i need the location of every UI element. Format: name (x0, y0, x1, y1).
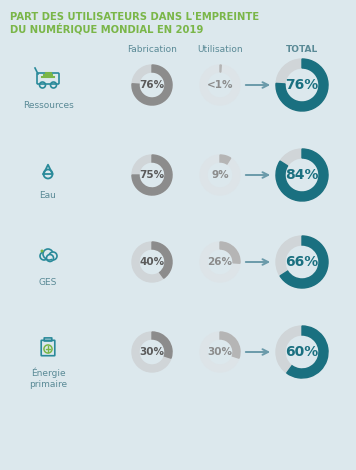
Wedge shape (132, 65, 172, 105)
Text: 76%: 76% (140, 80, 164, 90)
Wedge shape (276, 149, 328, 201)
Wedge shape (276, 326, 328, 378)
Wedge shape (276, 236, 328, 288)
Text: 40%: 40% (140, 257, 164, 267)
Wedge shape (200, 332, 240, 372)
Text: 9%: 9% (211, 170, 229, 180)
Text: Énergie
primaire: Énergie primaire (29, 368, 67, 389)
Wedge shape (132, 65, 172, 105)
Wedge shape (200, 242, 240, 282)
Wedge shape (276, 59, 328, 111)
Text: 76%: 76% (286, 78, 319, 92)
Wedge shape (280, 236, 328, 288)
Wedge shape (200, 65, 240, 105)
Text: 75%: 75% (140, 170, 164, 180)
Wedge shape (152, 332, 172, 358)
Wedge shape (132, 242, 172, 282)
Text: DU NUMÉRIQUE MONDIAL EN 2019: DU NUMÉRIQUE MONDIAL EN 2019 (10, 23, 203, 34)
Circle shape (40, 252, 48, 260)
Text: Eau: Eau (40, 191, 57, 200)
Text: 84%: 84% (285, 168, 319, 182)
Text: 60%: 60% (286, 345, 319, 359)
Text: GES: GES (39, 278, 57, 287)
Wedge shape (220, 155, 231, 164)
Text: PART DES UTILISATEURS DANS L'EMPREINTE: PART DES UTILISATEURS DANS L'EMPREINTE (10, 12, 259, 22)
Wedge shape (220, 242, 240, 263)
Text: 66%: 66% (286, 255, 319, 269)
Text: Ressources: Ressources (23, 101, 73, 110)
Wedge shape (276, 59, 328, 111)
Circle shape (47, 254, 53, 261)
Circle shape (43, 249, 53, 259)
Circle shape (49, 252, 57, 260)
Wedge shape (152, 242, 172, 278)
Text: 30%: 30% (208, 347, 232, 357)
Wedge shape (132, 332, 172, 372)
Text: Fabrication: Fabrication (127, 45, 177, 54)
Text: Utilisation: Utilisation (197, 45, 243, 54)
Text: TOTAL: TOTAL (286, 45, 318, 54)
Text: 26%: 26% (208, 257, 232, 267)
Wedge shape (220, 332, 240, 358)
Text: 30%: 30% (140, 347, 164, 357)
Wedge shape (276, 149, 328, 201)
Wedge shape (132, 155, 172, 195)
Wedge shape (287, 326, 328, 378)
Polygon shape (43, 164, 52, 174)
Circle shape (41, 250, 43, 252)
Wedge shape (132, 155, 172, 195)
Wedge shape (200, 155, 240, 195)
Wedge shape (220, 65, 221, 72)
Text: <1%: <1% (207, 80, 233, 90)
